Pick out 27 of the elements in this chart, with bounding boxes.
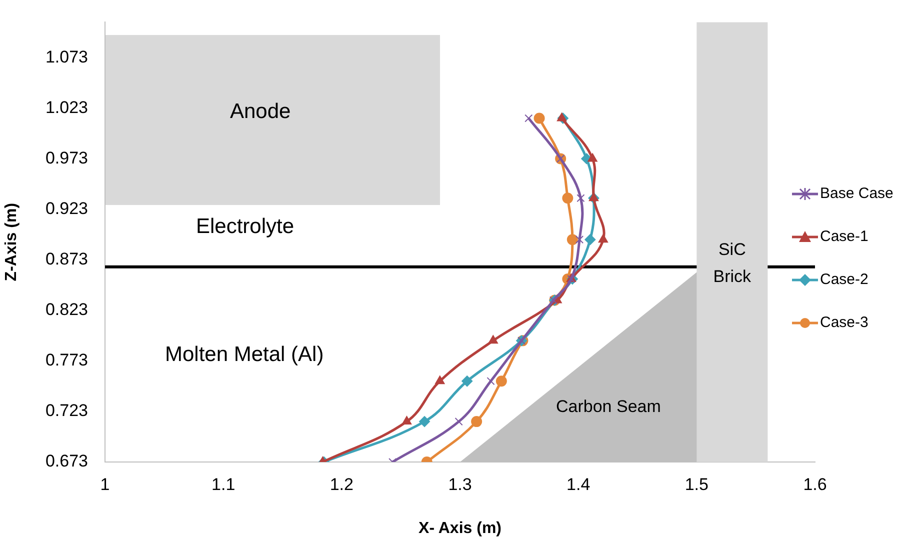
x-tick-label: 1 (100, 474, 110, 494)
legend-label: Base Case (820, 185, 894, 202)
x-tick-label: 1.4 (566, 474, 590, 494)
annotation: Carbon Seam (556, 397, 661, 417)
annotation: Anode (230, 100, 291, 124)
legend-label: Case-3 (820, 314, 868, 331)
x-tick-label: 1.5 (684, 474, 708, 494)
x-tick-label: 1.1 (212, 474, 236, 494)
y-tick-label: 1.073 (45, 47, 88, 66)
x-tick-label: 1.6 (803, 474, 827, 494)
x-tick-label: 1.2 (330, 474, 354, 494)
annotation: Electrolyte (196, 215, 294, 239)
y-tick-label: 0.773 (45, 350, 88, 370)
y-tick-label: 0.873 (45, 249, 88, 268)
y-axis-title: Z-Axis (m) (3, 202, 20, 282)
legend-label: Case-2 (820, 271, 868, 288)
y-tick-label: 0.973 (45, 148, 88, 168)
y-tick-label: 0.923 (45, 198, 88, 218)
annotation: Molten Metal (Al) (165, 343, 324, 367)
y-tick-label: 0.823 (45, 300, 88, 320)
y-tick-label: 1.023 (45, 98, 88, 117)
x-axis-title: X- Axis (m) (418, 520, 502, 537)
band-label: SiC Brick (713, 240, 752, 286)
y-tick-label: 0.723 (45, 401, 88, 420)
y-tick-label: 0.673 (45, 452, 88, 471)
x-tick-label: 1.3 (448, 474, 472, 494)
legend-label: Case-1 (820, 228, 868, 245)
